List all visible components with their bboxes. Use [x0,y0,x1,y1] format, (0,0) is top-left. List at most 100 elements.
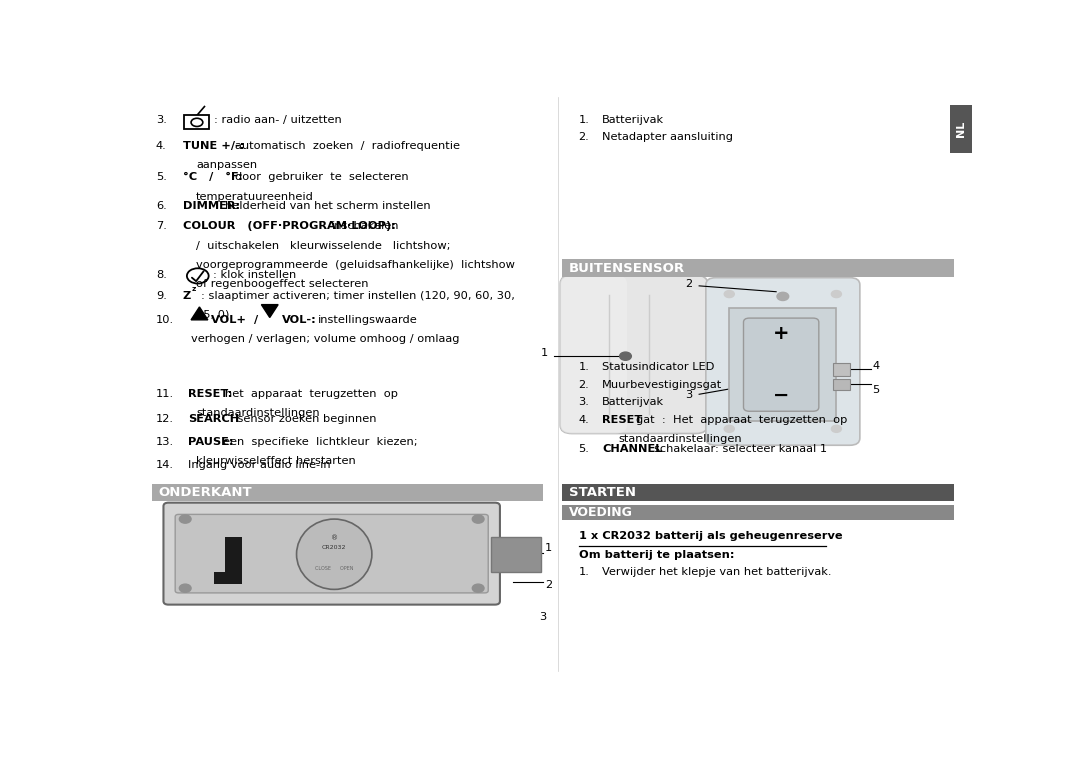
Text: Netadapter aansluiting: Netadapter aansluiting [602,132,733,142]
Text: helderheid van het scherm instellen: helderheid van het scherm instellen [225,202,430,212]
Text: : klok instellen: : klok instellen [213,270,296,280]
Circle shape [777,292,788,301]
Text: CR2032: CR2032 [322,545,347,549]
FancyBboxPatch shape [561,275,707,434]
Text: Z: Z [183,291,191,301]
Text: RESET:: RESET: [188,389,232,399]
Circle shape [832,291,841,298]
Text: RESET: RESET [602,415,643,425]
Circle shape [179,584,191,592]
Text: 1: 1 [541,349,549,358]
Text: 3: 3 [685,390,692,400]
Text: ONDERKANT: ONDERKANT [159,486,252,499]
Circle shape [620,352,632,360]
Text: 4: 4 [873,361,879,371]
Text: 5.: 5. [156,172,166,182]
Text: instellingswaarde: instellingswaarde [319,315,418,325]
Ellipse shape [297,519,372,589]
Text: door  gebruiker  te  selecteren: door gebruiker te selecteren [235,172,409,182]
Text: −: − [773,386,789,405]
Text: VOEDING: VOEDING [568,506,633,519]
Text: TUNE +/-:: TUNE +/-: [183,141,244,151]
FancyBboxPatch shape [561,275,627,434]
Text: schakelaar: selecteer kanaal 1: schakelaar: selecteer kanaal 1 [653,444,827,454]
Text: een  specifieke  lichtkleur  kiezen;: een specifieke lichtkleur kiezen; [222,437,418,447]
Text: PAUSE:: PAUSE: [188,437,233,447]
Text: /  uitschakelen   kleurwisselende   lichtshow;: / uitschakelen kleurwisselende lichtshow… [197,240,450,250]
FancyBboxPatch shape [163,503,500,605]
Text: Verwijder het klepje van het batterijvak.: Verwijder het klepje van het batterijvak… [602,567,832,577]
Text: 1.: 1. [579,362,590,372]
FancyBboxPatch shape [562,505,954,521]
Text: 10.: 10. [156,315,174,325]
Text: +: + [773,324,789,343]
FancyBboxPatch shape [706,278,860,445]
Text: standaardinstellingen: standaardinstellingen [619,434,742,444]
FancyBboxPatch shape [833,363,850,375]
Text: aanpassen: aanpassen [197,161,257,170]
Text: 15, 0): 15, 0) [197,310,229,320]
Text: 5.: 5. [579,444,590,454]
Text: Batterijvak: Batterijvak [602,397,664,407]
Text: 11.: 11. [156,389,174,399]
Polygon shape [261,304,279,317]
Text: 3.: 3. [156,115,166,125]
Text: Statusindicator LED: Statusindicator LED [602,362,715,372]
FancyBboxPatch shape [562,484,954,501]
FancyBboxPatch shape [729,307,836,422]
Text: 4.: 4. [156,141,166,151]
Text: automatisch  zoeken  /  radiofrequentie: automatisch zoeken / radiofrequentie [235,141,460,151]
Text: 1 x CR2032 batterij als geheugenreserve: 1 x CR2032 batterij als geheugenreserve [579,531,842,541]
Circle shape [472,584,484,592]
Text: 12.: 12. [156,414,174,424]
Text: STARTEN: STARTEN [568,486,635,499]
Text: 7.: 7. [156,221,166,231]
Text: BUITENSENSOR: BUITENSENSOR [568,262,685,275]
Text: 14.: 14. [156,460,174,470]
Text: 13.: 13. [156,437,174,447]
Text: 2: 2 [686,279,692,288]
Text: DIMMER:: DIMMER: [183,202,240,212]
Text: 6.: 6. [156,202,166,212]
Text: 1.: 1. [579,567,590,577]
Text: : sensor zoeken beginnen: : sensor zoeken beginnen [230,414,376,424]
Text: Batterijvak: Batterijvak [602,115,664,125]
Circle shape [832,425,841,432]
Circle shape [179,515,191,523]
FancyBboxPatch shape [950,105,972,153]
FancyBboxPatch shape [226,537,242,584]
Text: 1: 1 [545,543,552,553]
Text: 3: 3 [539,612,546,622]
FancyBboxPatch shape [562,260,954,277]
Text: voorgeprogrammeerde  (geluidsafhankelijke)  lichtshow: voorgeprogrammeerde (geluidsafhankelijke… [197,260,515,270]
Text: 4.: 4. [579,415,590,425]
Text: kleurwisseleffect herstarten: kleurwisseleffect herstarten [197,457,355,466]
Text: Ingang voor audio line-in: Ingang voor audio line-in [188,460,330,470]
FancyBboxPatch shape [743,318,819,411]
Text: 8.: 8. [156,270,166,280]
Text: VOL-:: VOL-: [282,315,316,325]
Text: Om batterij te plaatsen:: Om batterij te plaatsen: [579,549,734,559]
Circle shape [472,515,484,523]
FancyBboxPatch shape [151,484,543,501]
Text: temperatuureenheid: temperatuureenheid [197,192,314,202]
FancyBboxPatch shape [833,379,850,390]
Text: COLOUR   (OFF·PROGRAM·LOOP):: COLOUR (OFF·PROGRAM·LOOP): [183,221,395,231]
Text: °C   /   °F:: °C / °F: [183,172,242,182]
Text: CHANNEL: CHANNEL [602,444,662,454]
Text: CLOSE      OPEN: CLOSE OPEN [315,566,353,572]
Polygon shape [191,307,207,320]
Text: z: z [192,286,197,292]
Text: : radio aan- / uitzetten: : radio aan- / uitzetten [214,115,341,125]
Text: gat  :  Het  apparaat  terugzetten  op: gat : Het apparaat terugzetten op [635,415,847,425]
Text: 2.: 2. [579,380,590,390]
FancyBboxPatch shape [175,514,488,593]
FancyBboxPatch shape [214,572,242,584]
Text: standaardinstellingen: standaardinstellingen [197,409,320,419]
Text: SEARCH: SEARCH [188,414,239,424]
Text: VOL+  /: VOL+ / [212,315,258,325]
Text: 5: 5 [873,385,879,395]
Text: 2.: 2. [579,132,590,142]
Text: het  apparaat  terugzetten  op: het apparaat terugzetten op [225,389,397,399]
Circle shape [725,291,734,298]
